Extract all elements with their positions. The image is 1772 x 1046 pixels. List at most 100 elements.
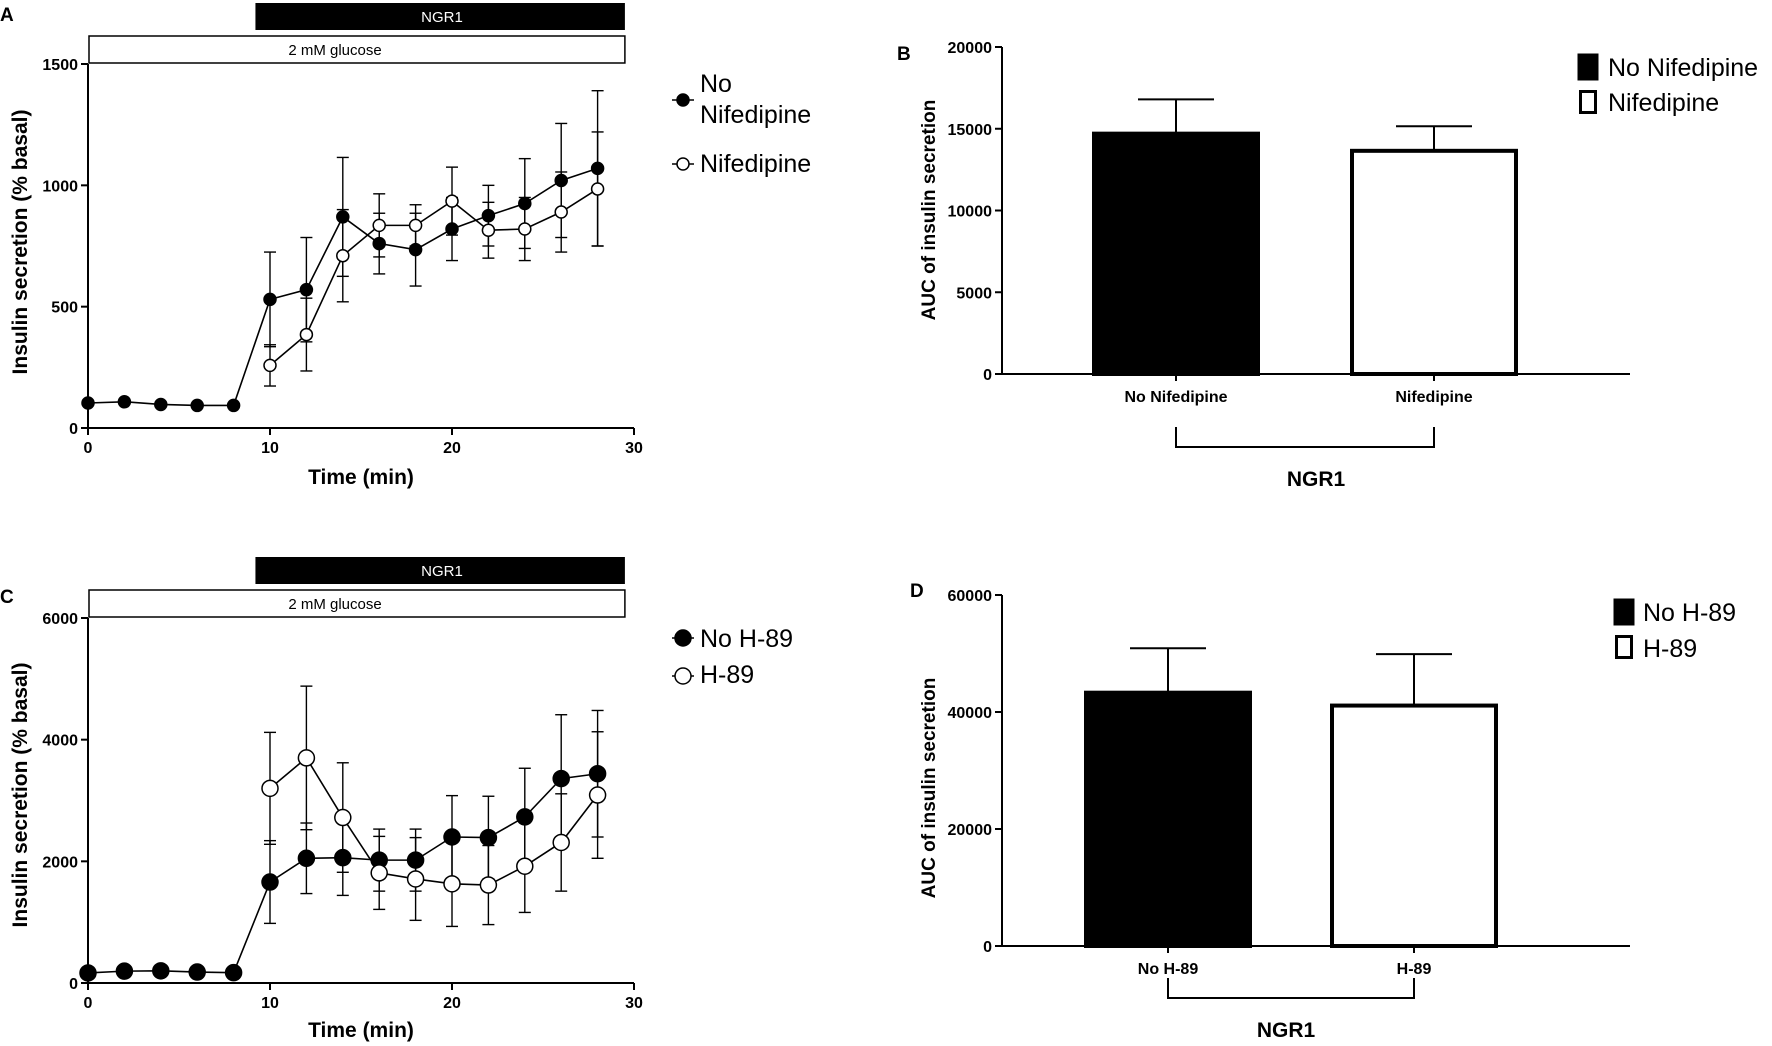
treatment-bar-label: NGR1	[421, 9, 463, 26]
data-point	[79, 964, 97, 982]
data-point	[443, 875, 461, 893]
legend-label: Nifedipine	[700, 150, 811, 178]
data-point	[263, 358, 277, 373]
bar-group	[1084, 647, 1252, 948]
x-tick-label: H-89	[1397, 961, 1432, 978]
data-point	[552, 769, 570, 788]
data-point	[481, 223, 496, 237]
y-axis-label: AUC of insulin secretion	[919, 100, 940, 321]
x-tick-label: 0	[84, 995, 93, 1012]
data-point	[263, 292, 277, 307]
data-point	[334, 808, 352, 827]
panel-letter: A	[0, 5, 14, 26]
data-point	[261, 873, 279, 891]
data-point	[408, 218, 423, 233]
y-tick-label: 60000	[948, 588, 993, 605]
panel-d: D 0 20000 40000 60000 No H-89 H-89 AUC of ins…	[910, 581, 1736, 1042]
legend: No Nifedipine Nifedipine	[1577, 53, 1758, 117]
x-tick-label: 30	[625, 440, 643, 457]
panel-c: C NGR1 2 mM glucose 0 2000 4000 6000 0 10 20 30…	[0, 557, 793, 1042]
legend-label: No H-89	[700, 625, 793, 653]
legend-label: Nifedipine	[1608, 89, 1719, 117]
legend-label: No H-89	[1643, 599, 1736, 627]
x-tick-label: 10	[261, 995, 279, 1012]
panel-letter: D	[910, 581, 924, 602]
x-tick-label: Nifedipine	[1395, 389, 1472, 406]
y-tick-label: 15000	[948, 122, 993, 139]
data-point	[479, 876, 498, 894]
legend-marker	[676, 157, 690, 171]
y-tick-label: 20000	[948, 40, 993, 57]
bar	[1330, 703, 1498, 948]
condition-bar-label: 2 mM glucose	[288, 596, 381, 613]
y-tick-label: 10000	[948, 204, 993, 221]
series-2	[263, 131, 605, 387]
data-point	[479, 828, 498, 847]
y-tick-label: 1000	[42, 178, 78, 195]
y-tick-label: 1500	[42, 57, 78, 74]
treatment-bar	[255, 3, 625, 30]
bar-group	[1092, 98, 1260, 376]
panel-letter: C	[0, 587, 14, 608]
data-point	[297, 749, 316, 767]
data-point	[406, 870, 425, 888]
legend-marker	[674, 629, 692, 647]
legend-label: H-89	[700, 661, 754, 689]
legend-marker	[674, 667, 692, 685]
y-axis-label: Insulin secretion (% basal)	[9, 663, 32, 928]
data-point	[554, 205, 568, 219]
data-point	[261, 779, 279, 798]
bar	[1084, 690, 1252, 948]
data-point	[516, 857, 534, 875]
x-tick-label: 20	[443, 440, 461, 457]
y-tick-label: 0	[983, 367, 992, 384]
data-point	[552, 833, 570, 852]
legend-swatch	[1615, 635, 1633, 659]
bar	[1092, 131, 1260, 376]
data-point	[370, 864, 388, 882]
series-line	[269, 756, 599, 886]
data-point	[445, 194, 459, 208]
data-point	[299, 327, 314, 342]
series-2	[261, 685, 607, 928]
x-axis-label: Time (min)	[308, 466, 414, 489]
data-point	[297, 849, 316, 868]
legend-swatch	[1613, 598, 1635, 626]
panel-letter: B	[897, 44, 911, 65]
y-tick-label: 40000	[948, 705, 993, 722]
x-axis-label: Time (min)	[308, 1019, 414, 1042]
data-point	[299, 282, 314, 297]
y-tick-label: 6000	[42, 611, 78, 628]
bar	[1350, 148, 1518, 376]
data-point	[190, 398, 204, 413]
data-point	[152, 962, 170, 980]
y-tick-label: 20000	[948, 822, 993, 839]
x-tick-label: 10	[261, 440, 279, 457]
data-point	[336, 248, 350, 263]
legend-marker	[676, 93, 690, 107]
data-point	[188, 963, 206, 981]
legend-label: H-89	[1643, 635, 1697, 663]
group-label: NGR1	[1287, 468, 1346, 491]
data-point	[588, 786, 607, 804]
y-axis-label: Insulin secretion (% basal)	[9, 110, 32, 375]
data-point	[115, 962, 134, 980]
data-point	[81, 396, 95, 410]
data-point	[154, 397, 168, 412]
data-point	[518, 222, 532, 236]
legend-swatch	[1577, 53, 1599, 81]
data-point	[226, 398, 241, 413]
group-label: NGR1	[1257, 1019, 1316, 1042]
condition-bar-label: 2 mM glucose	[288, 42, 381, 59]
treatment-bar-label: NGR1	[421, 563, 463, 580]
bar-group	[1350, 125, 1518, 376]
treatment-bar	[255, 557, 625, 584]
legend-swatch	[1579, 90, 1597, 114]
data-point	[590, 182, 605, 196]
panel-b: B 0 5000 10000 15000 20000 No Nifedipine Nifed…	[897, 40, 1758, 491]
x-tick-label: 20	[443, 995, 461, 1012]
condition-bar	[88, 35, 626, 64]
data-point	[117, 395, 132, 409]
y-tick-label: 0	[69, 421, 78, 438]
